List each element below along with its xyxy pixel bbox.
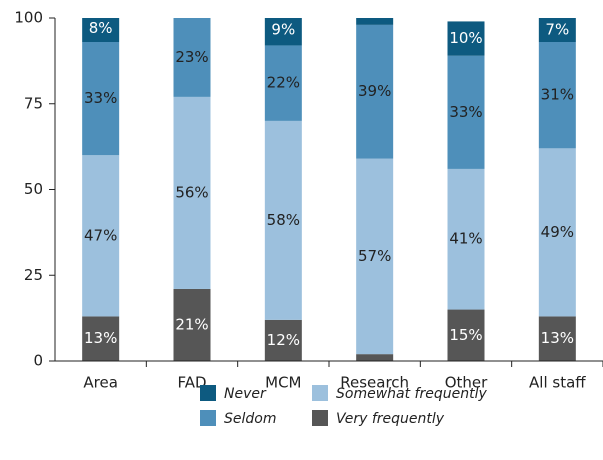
bar-segment bbox=[538, 18, 576, 43]
bar-segment bbox=[447, 168, 485, 310]
bar-segment bbox=[264, 120, 302, 320]
bar-segment bbox=[356, 18, 394, 25]
value-label: 15% bbox=[449, 326, 482, 344]
bar-segment bbox=[173, 96, 211, 289]
bar-segment bbox=[264, 45, 302, 121]
value-label: 9% bbox=[271, 21, 295, 39]
value-label: 56% bbox=[175, 183, 208, 201]
value-label: 22% bbox=[267, 74, 300, 92]
value-label: 12% bbox=[267, 331, 300, 349]
bar-segment bbox=[82, 155, 120, 317]
bar-segment bbox=[264, 319, 302, 361]
value-label: 58% bbox=[267, 211, 300, 229]
value-label: 13% bbox=[84, 329, 117, 347]
y-tick-label: 50 bbox=[24, 180, 43, 198]
legend-swatch bbox=[312, 410, 328, 426]
value-label: 7% bbox=[545, 21, 569, 39]
bar-segment bbox=[82, 18, 120, 43]
bar-segment bbox=[82, 42, 120, 156]
value-label: 47% bbox=[84, 226, 117, 244]
bar-segment bbox=[173, 288, 211, 361]
legend-label: Seldom bbox=[224, 411, 276, 427]
value-label: 8% bbox=[89, 19, 113, 37]
value-label: 13% bbox=[541, 329, 574, 347]
bar-segment bbox=[356, 354, 394, 361]
value-label: 31% bbox=[541, 86, 574, 104]
legend-swatch bbox=[200, 385, 216, 401]
bar-segment bbox=[447, 55, 485, 169]
x-tick-label: MCM bbox=[265, 374, 301, 392]
x-tick-label: Area bbox=[83, 374, 118, 392]
bar-segment bbox=[356, 158, 394, 355]
value-label: 49% bbox=[541, 223, 574, 241]
x-tick-label: FAD bbox=[177, 374, 206, 392]
y-tick-label: 75 bbox=[24, 94, 43, 112]
y-tick-label: 100 bbox=[14, 9, 43, 27]
value-label: 33% bbox=[449, 103, 482, 121]
value-label: 39% bbox=[358, 82, 391, 100]
legend-swatch bbox=[200, 410, 216, 426]
value-label: 33% bbox=[84, 89, 117, 107]
bar-segment bbox=[264, 18, 302, 46]
legend-label: Somewhat frequently bbox=[336, 386, 487, 402]
x-tick-label: Research bbox=[340, 374, 409, 392]
value-label: 41% bbox=[449, 230, 482, 248]
bar-segment bbox=[447, 21, 485, 56]
x-tick-label: All staff bbox=[529, 374, 586, 392]
bar-segment bbox=[538, 42, 576, 149]
plot-area bbox=[82, 18, 576, 361]
y-tick-label: 25 bbox=[24, 266, 43, 284]
value-label: 21% bbox=[175, 315, 208, 333]
bar-segment bbox=[173, 18, 211, 97]
y-tick-label: 0 bbox=[33, 352, 43, 370]
legend-label: Very frequently bbox=[336, 411, 445, 427]
bar-segment bbox=[356, 24, 394, 159]
legend-label: Never bbox=[224, 386, 267, 402]
bar-segment bbox=[538, 316, 576, 361]
bar-segment bbox=[447, 309, 485, 361]
bar-segment bbox=[538, 148, 576, 317]
value-label: 57% bbox=[358, 247, 391, 265]
bar-segment bbox=[82, 316, 120, 361]
value-label: 23% bbox=[175, 48, 208, 66]
x-tick-label: Other bbox=[445, 374, 488, 392]
legend-swatch bbox=[312, 385, 328, 401]
value-label: 10% bbox=[449, 29, 482, 47]
